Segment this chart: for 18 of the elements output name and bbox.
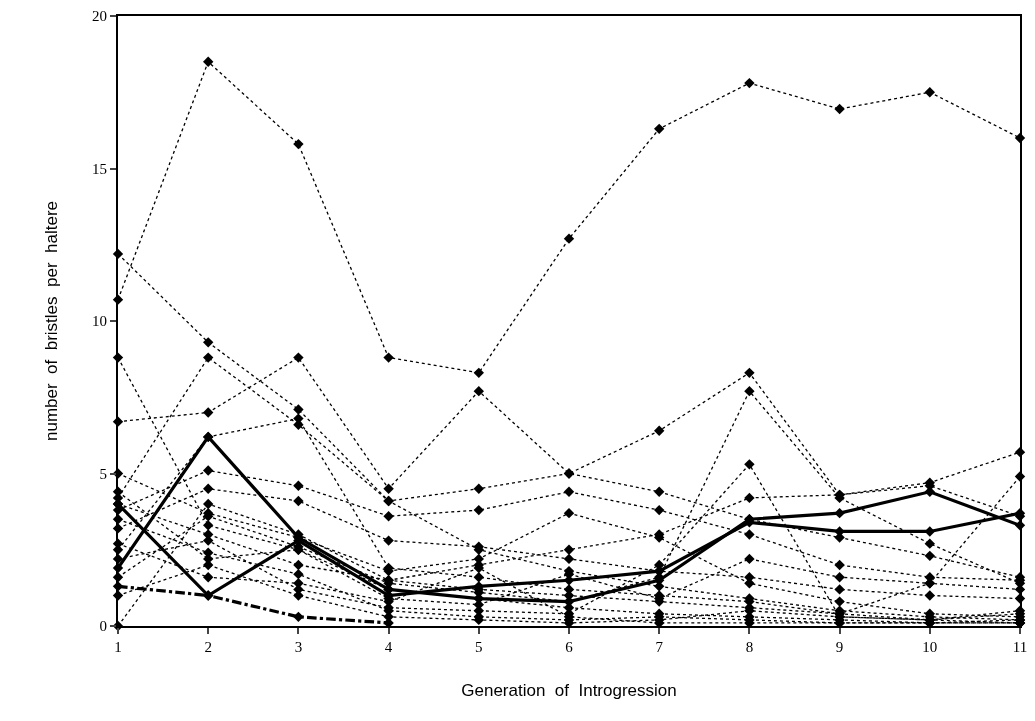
y-tick-label: 20 [92,8,107,25]
x-tick-label: 10 [922,639,938,655]
x-tick-label: 6 [565,639,574,655]
y-tick-label: 15 [92,160,107,177]
x-axis-title: Generation of Introgression [461,680,677,700]
x-tick-label: 4 [384,639,393,655]
y-tick-label: 0 [99,618,107,635]
x-tick-label: 1 [114,639,122,655]
x-tick-label: 5 [475,639,483,655]
y-tick-label: 5 [99,465,107,482]
y-axis-title: number of bristles per haltere [42,200,62,442]
x-tick-label: 2 [204,639,212,655]
x-tick-label: 3 [294,639,303,655]
x-tick-label: 7 [655,639,664,655]
y-tick-label: 10 [92,313,107,330]
x-tick-label: 9 [835,639,844,655]
x-tick-label: 11 [1012,639,1028,655]
x-tick-label: 8 [745,639,754,655]
